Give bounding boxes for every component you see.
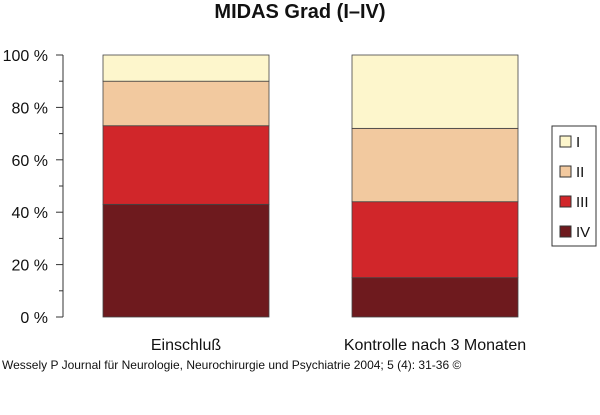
y-axis-ticks: 0 % 20 % 40 % 60 % 80 % 100 % xyxy=(3,48,63,327)
bar-segment-iv xyxy=(102,203,270,318)
bar-stacks xyxy=(102,54,519,318)
bar-segment-ii xyxy=(102,80,270,127)
source-credit: Wessely P Journal für Neurologie, Neuroc… xyxy=(2,358,462,372)
bar-segment-iii xyxy=(351,201,519,279)
chart-title: MIDAS Grad (I–IV) xyxy=(214,1,385,23)
x-category-label: Einschluß xyxy=(151,337,221,354)
legend-swatch-iii xyxy=(559,195,572,208)
legend-swatch-i xyxy=(559,135,572,148)
x-category-label: Kontrolle nach 3 Monaten xyxy=(344,337,526,354)
x-axis-labels: Einschluß Kontrolle nach 3 Monaten xyxy=(151,337,526,354)
bar-segment-i xyxy=(351,54,519,129)
legend-label-iii: III xyxy=(576,194,589,211)
y-tick-label: 20 % xyxy=(12,258,48,275)
bar-segment-i xyxy=(102,54,270,82)
bar-segment-iii xyxy=(102,125,270,205)
y-tick-label: 60 % xyxy=(12,153,48,170)
legend-label-iv: IV xyxy=(576,224,590,241)
legend-swatch-ii xyxy=(559,165,572,178)
y-tick-label: 0 % xyxy=(20,310,48,327)
legend-box xyxy=(551,125,597,247)
legend-label-i: I xyxy=(576,134,580,151)
y-tick-label: 100 % xyxy=(3,48,48,65)
bar-segment-iv xyxy=(351,277,519,318)
legend-label-ii: II xyxy=(576,164,584,181)
y-tick-label: 40 % xyxy=(12,205,48,222)
bar-segment-ii xyxy=(351,127,519,203)
legend-swatch-iv xyxy=(559,225,572,238)
y-tick-label: 80 % xyxy=(12,100,48,117)
